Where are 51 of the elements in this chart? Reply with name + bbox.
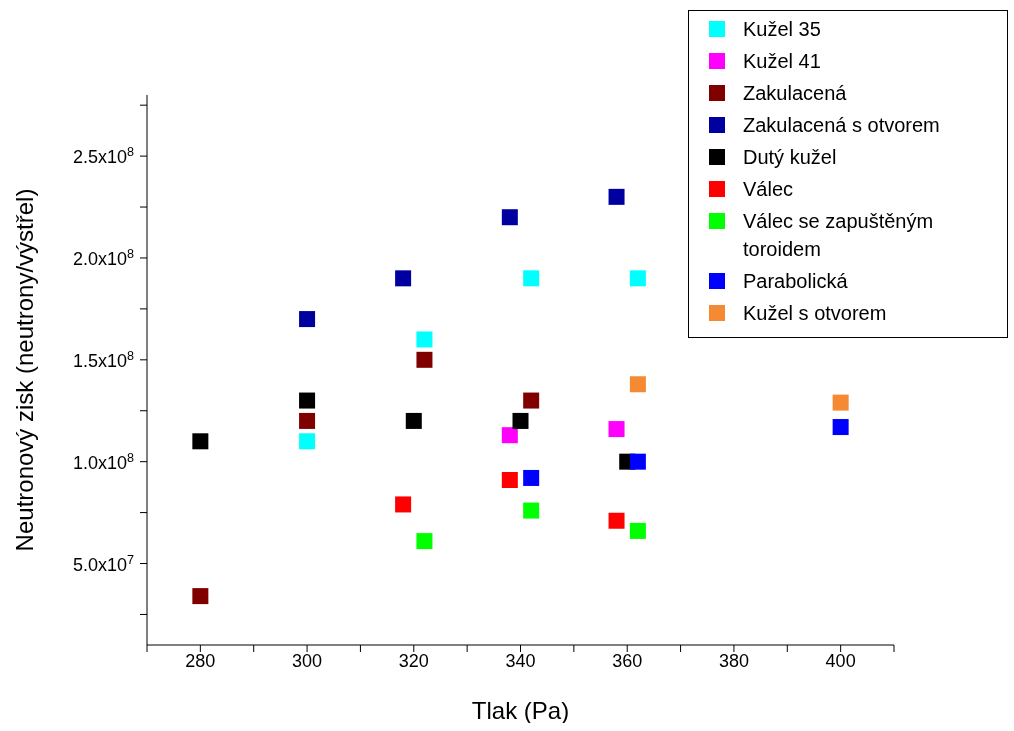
legend-label: Zakulacená s otvorem [743,113,940,138]
point [299,311,316,328]
point [523,392,540,409]
x-tick-label: 400 [825,650,856,671]
legend-label: Válec [743,177,794,202]
point [629,453,646,470]
point [299,412,316,429]
y-axis-title: Neutronový zisk (neutrony/výstřel) [10,188,38,552]
point [629,522,646,539]
point [832,394,849,411]
legend-label: Zakulacená [743,81,847,106]
point [192,433,209,450]
point [523,502,540,519]
legend-label: Kužel s otvorem [743,301,887,326]
point [629,270,646,287]
x-tick-label: 280 [185,650,216,671]
point [395,270,412,287]
legend-label: Parabolická [743,269,848,294]
point [608,188,625,205]
x-tick-label: 320 [398,650,429,671]
legend-label: Kužel 41 [743,49,821,74]
point [512,412,529,429]
x-tick-label: 340 [505,650,536,671]
y-tick-label: 5.0x10$^{7}$ [72,552,134,575]
point [501,427,518,444]
point [523,469,540,486]
point [608,512,625,529]
legend-label: Kužel 35 [743,17,821,42]
y-tick-label: 1.5x10$^{8}$ [72,348,134,371]
point [629,376,646,393]
point [416,533,433,550]
point [523,270,540,287]
y-tick-label: 1.0x10$^{8}$ [72,450,134,473]
x-tick-label: 300 [292,650,323,671]
point [192,588,209,605]
point [405,412,422,429]
y-tick-label: 2.5x10$^{8}$ [72,145,134,168]
point [416,351,433,368]
point [299,433,316,450]
legend-label: Válec se zapuštěným toroidem [743,209,935,262]
y-tick-label: 2.0x10$^{8}$ [72,246,134,269]
point [608,421,625,438]
legend-label: Dutý kužel [743,145,837,170]
x-tick-label: 380 [718,650,749,671]
point [501,472,518,488]
point [299,392,316,409]
point [832,419,849,436]
point [416,331,433,348]
x-tick-label: 360 [612,650,643,671]
point [501,209,518,226]
point [395,496,412,513]
